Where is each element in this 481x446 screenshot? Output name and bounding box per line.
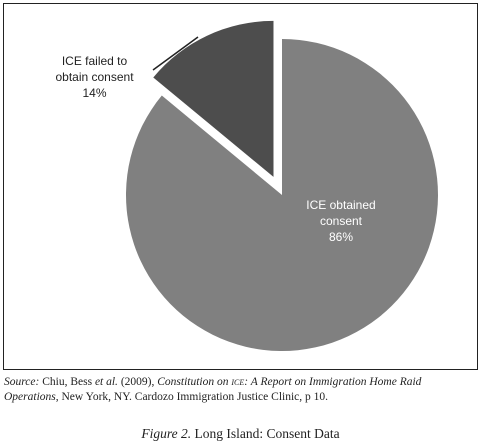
caption-label: Figure 2. bbox=[141, 426, 192, 441]
source-text: Constitution on bbox=[157, 376, 232, 388]
source-label: Source: bbox=[4, 376, 40, 388]
chart-frame bbox=[3, 3, 478, 370]
value-label: 14% bbox=[82, 86, 107, 100]
value-label: 86% bbox=[328, 230, 354, 244]
category-label: ICE failed to obtain consent bbox=[55, 54, 134, 84]
source-text: Chiu, Bess bbox=[39, 376, 95, 388]
source-text: ice bbox=[231, 376, 245, 388]
slice-label: ICE obtained consent 86% bbox=[292, 197, 390, 245]
source-note: Source: Chiu, Bess et al. (2009), Consti… bbox=[4, 375, 478, 405]
slice-label: ICE failed to obtain consent 14% bbox=[47, 53, 142, 101]
leader-line bbox=[152, 36, 199, 71]
source-text: : A Report on Immigration Home Raid Oper… bbox=[4, 376, 422, 403]
caption-text: Long Island: Consent Data bbox=[191, 426, 340, 441]
category-label: ICE obtained consent bbox=[306, 198, 376, 228]
source-text: et al. bbox=[94, 376, 118, 388]
source-text: (2009), bbox=[117, 376, 158, 388]
figure-caption: Figure 2. Long Island: Consent Data bbox=[0, 426, 481, 442]
pie-slice bbox=[125, 39, 438, 351]
pie-slice bbox=[153, 20, 274, 177]
source-text: , New York, NY. Cardozo Immigration Just… bbox=[55, 391, 329, 403]
